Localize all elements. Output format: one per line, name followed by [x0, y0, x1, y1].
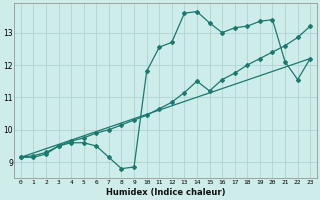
X-axis label: Humidex (Indice chaleur): Humidex (Indice chaleur) [106, 188, 225, 197]
